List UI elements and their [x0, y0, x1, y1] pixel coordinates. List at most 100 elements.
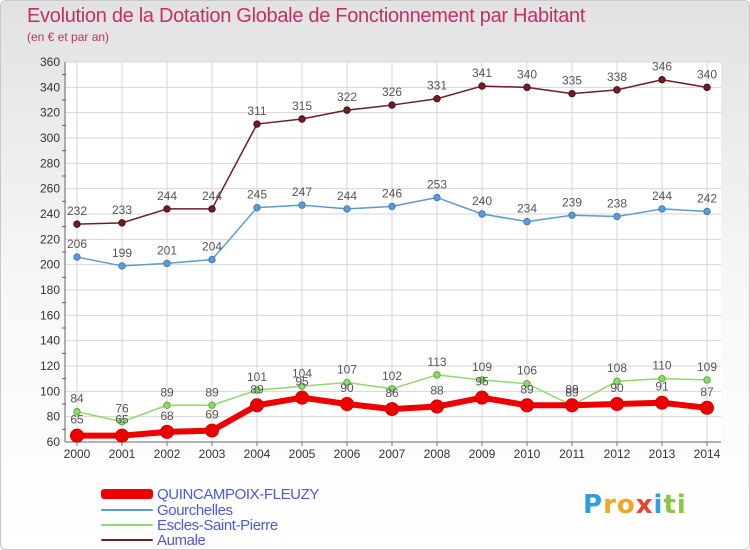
- data-label-aumale: 341: [472, 66, 492, 80]
- logo-letter: x: [635, 490, 654, 520]
- data-label-quincampoix-fleuzy: 89: [250, 382, 264, 396]
- data-label-quincampoix-fleuzy: 88: [430, 384, 444, 398]
- y-tick-label: 100: [40, 384, 60, 398]
- legend-label: Gourchelles: [157, 501, 233, 519]
- data-point-escles-saint-pierre: [388, 385, 396, 393]
- data-point-escles-saint-pierre: [298, 382, 306, 390]
- plot-area: [65, 62, 721, 442]
- x-tick-label: 2014: [694, 447, 721, 461]
- data-point-escles-saint-pierre: [658, 374, 666, 383]
- data-label-escles-saint-pierre: 113: [427, 355, 446, 369]
- data-label-aumale: 311: [247, 104, 266, 118]
- data-point-escles-saint-pierre: [208, 401, 216, 409]
- data-label-escles-saint-pierre: 76: [115, 402, 129, 416]
- data-point-gourchelles: [253, 203, 261, 212]
- data-point-quincampoix-fleuzy: [520, 398, 534, 413]
- data-point-quincampoix-fleuzy: [340, 397, 354, 411]
- data-point-aumale: [163, 205, 171, 213]
- data-point-escles-saint-pierre: [253, 386, 261, 394]
- data-label-quincampoix-fleuzy: 65: [115, 413, 129, 427]
- data-point-gourchelles: [523, 217, 531, 226]
- data-label-quincampoix-fleuzy: 89: [565, 382, 579, 396]
- data-label-quincampoix-fleuzy: 69: [205, 408, 219, 422]
- data-point-aumale: [703, 83, 711, 92]
- logo-letter: r: [603, 490, 617, 520]
- x-tick-label: 2001: [109, 447, 136, 461]
- data-point-escles-saint-pierre: [163, 401, 171, 409]
- data-label-aumale: 340: [697, 67, 717, 81]
- legend-label: Escles-Saint-Pierre: [157, 516, 278, 534]
- y-tick-label: 240: [40, 207, 60, 221]
- data-point-gourchelles: [298, 201, 306, 209]
- chart-title: Evolution de la Dotation Globale de Fonc…: [27, 5, 586, 27]
- data-label-quincampoix-fleuzy: 90: [610, 381, 624, 395]
- data-label-aumale: 315: [292, 99, 312, 113]
- data-label-gourchelles: 242: [697, 191, 717, 205]
- legend-item: Gourchelles: [101, 501, 233, 519]
- data-point-escles-saint-pierre: [613, 377, 621, 385]
- data-label-aumale: 233: [112, 203, 132, 217]
- logo-letter: i: [653, 490, 664, 520]
- data-point-aumale: [388, 101, 396, 109]
- data-label-quincampoix-fleuzy: 65: [70, 413, 84, 427]
- data-point-quincampoix-fleuzy: [610, 397, 624, 411]
- y-tick-label: 160: [40, 308, 60, 322]
- data-label-quincampoix-fleuzy: 86: [385, 386, 399, 400]
- data-point-aumale: [73, 220, 81, 228]
- data-point-aumale: [118, 219, 126, 227]
- data-point-aumale: [613, 86, 621, 94]
- data-label-escles-saint-pierre: 102: [382, 369, 402, 383]
- data-point-gourchelles: [703, 207, 711, 216]
- data-point-quincampoix-fleuzy: [475, 390, 489, 405]
- data-label-gourchelles: 244: [652, 189, 672, 203]
- data-point-gourchelles: [478, 210, 486, 218]
- data-label-quincampoix-fleuzy: 95: [295, 375, 309, 389]
- data-point-aumale: [658, 76, 666, 84]
- y-tick-label: 60: [47, 435, 61, 449]
- data-label-aumale: 338: [607, 70, 627, 84]
- data-point-aumale: [478, 82, 486, 90]
- legend-label: Aumale: [157, 531, 206, 549]
- data-point-aumale: [208, 205, 216, 213]
- data-label-gourchelles: 201: [157, 243, 177, 257]
- data-point-quincampoix-fleuzy: [160, 424, 174, 439]
- data-point-quincampoix-fleuzy: [70, 428, 84, 443]
- data-label-escles-saint-pierre: 89: [205, 385, 219, 399]
- data-label-quincampoix-fleuzy: 68: [160, 409, 174, 423]
- data-point-escles-saint-pierre: [118, 418, 126, 426]
- data-point-quincampoix-fleuzy: [565, 398, 579, 413]
- data-label-escles-saint-pierre: 101: [247, 370, 267, 384]
- y-tick-label: 300: [40, 131, 60, 145]
- data-point-aumale: [523, 83, 531, 92]
- data-label-quincampoix-fleuzy: 91: [655, 380, 669, 394]
- data-label-quincampoix-fleuzy: 95: [475, 375, 489, 389]
- data-point-gourchelles: [343, 205, 351, 213]
- x-tick-label: 2003: [199, 447, 226, 461]
- data-label-escles-saint-pierre: 89: [565, 385, 579, 399]
- data-label-aumale: 331: [427, 79, 447, 93]
- y-tick-label: 340: [40, 80, 60, 94]
- data-point-escles-saint-pierre: [73, 407, 81, 416]
- data-label-aumale: 340: [517, 67, 537, 81]
- legend-item: Aumale: [101, 531, 206, 549]
- y-tick-label: 80: [47, 410, 61, 424]
- chart-subtitle: (en € et par an): [27, 30, 110, 44]
- x-tick-label: 2010: [514, 447, 541, 461]
- data-point-gourchelles: [163, 259, 171, 268]
- x-tick-label: 2011: [559, 447, 585, 461]
- data-label-escles-saint-pierre: 110: [652, 359, 671, 373]
- data-label-gourchelles: 239: [562, 195, 582, 209]
- data-point-quincampoix-fleuzy: [295, 390, 309, 405]
- data-label-gourchelles: 245: [247, 188, 267, 202]
- data-point-gourchelles: [388, 202, 396, 211]
- data-point-gourchelles: [208, 255, 216, 264]
- legend-swatch: [101, 509, 153, 511]
- data-point-quincampoix-fleuzy: [115, 428, 129, 443]
- x-tick-label: 2009: [469, 447, 496, 461]
- legend-item: QUINCAMPOIX-FLEUZY: [101, 486, 319, 503]
- y-tick-label: 220: [40, 232, 60, 246]
- data-point-quincampoix-fleuzy: [250, 398, 264, 413]
- data-label-gourchelles: 204: [202, 240, 222, 254]
